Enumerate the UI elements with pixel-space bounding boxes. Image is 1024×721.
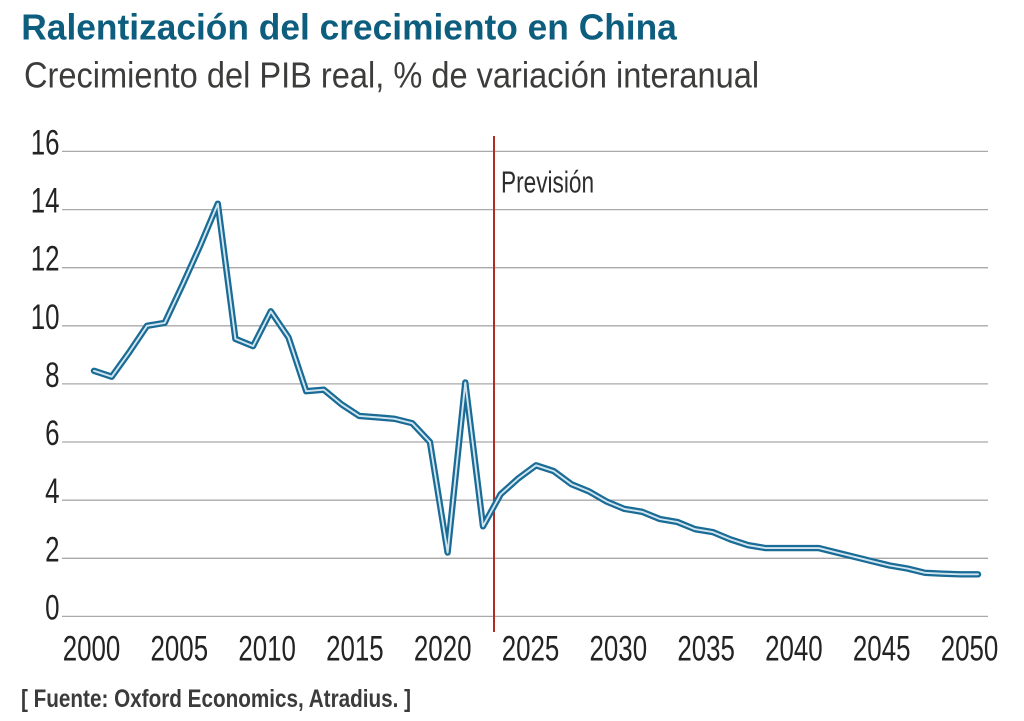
svg-text:12: 12 (31, 239, 60, 279)
svg-text:2020: 2020 (414, 628, 472, 668)
svg-text:Crecimiento del PIB real, % de: Crecimiento del PIB real, % de variación… (24, 56, 759, 96)
svg-text:10: 10 (31, 297, 60, 337)
svg-text:2: 2 (45, 529, 59, 569)
svg-text:0: 0 (45, 588, 59, 628)
svg-text:4: 4 (45, 471, 59, 511)
svg-text:8: 8 (45, 355, 59, 395)
svg-text:Ralentización del crecimiento: Ralentización del crecimiento en China (21, 6, 678, 48)
svg-text:6: 6 (45, 413, 59, 453)
svg-text:2040: 2040 (765, 628, 823, 668)
svg-text:14: 14 (31, 181, 60, 221)
svg-text:2035: 2035 (677, 628, 735, 668)
svg-text:2045: 2045 (853, 628, 911, 668)
svg-text:16: 16 (31, 123, 60, 163)
svg-text:2000: 2000 (63, 628, 121, 668)
svg-text:2005: 2005 (151, 628, 209, 668)
svg-text:[ Fuente: Oxford Economics, At: [ Fuente: Oxford Economics, Atradius. ] (21, 684, 411, 712)
svg-text:2050: 2050 (941, 628, 999, 668)
svg-text:2010: 2010 (238, 628, 296, 668)
svg-text:2030: 2030 (590, 628, 648, 668)
svg-text:2025: 2025 (502, 628, 560, 668)
svg-text:Previsión: Previsión (501, 164, 594, 199)
svg-text:2015: 2015 (326, 628, 384, 668)
